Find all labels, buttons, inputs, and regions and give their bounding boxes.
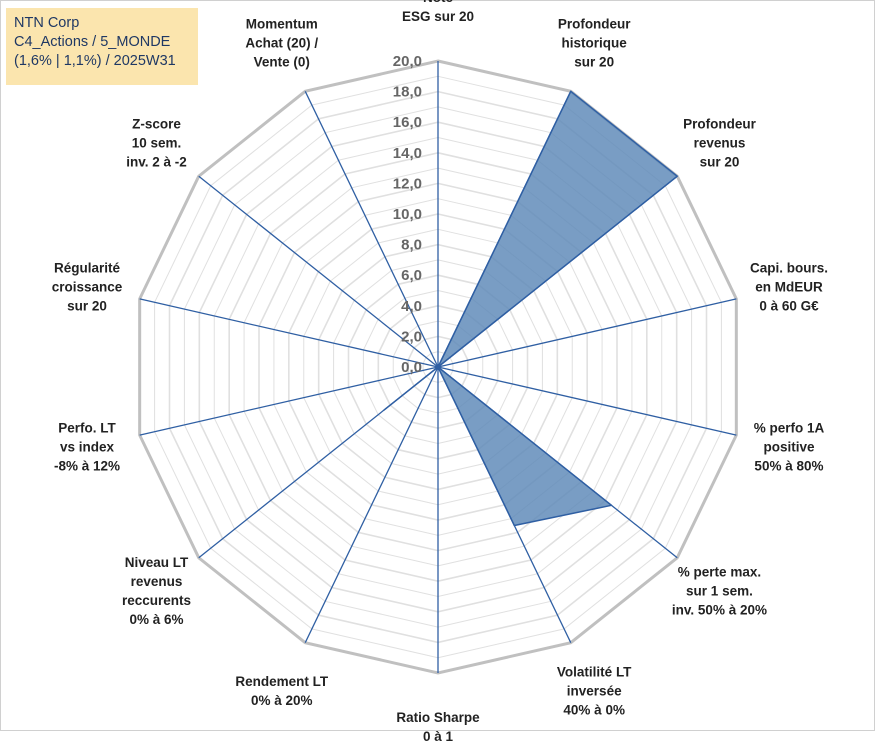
tick-label: 2,0 — [401, 328, 422, 345]
axis-label: Volatilité LT inversée 40% à 0% — [556, 664, 632, 718]
axis-spoke — [437, 298, 737, 368]
axis-label: Profondeur revenus sur 20 — [683, 116, 756, 170]
tick-label: 8,0 — [401, 237, 422, 254]
axis-label: Régularité croissance sur 20 — [51, 260, 123, 314]
title-period: (1,6% | 1,1%) / 2025W31 — [14, 53, 176, 69]
tick-label: 0,0 — [401, 359, 422, 376]
axis-spoke — [198, 175, 439, 368]
axis-label: % perte max. sur 1 sem. inv. 50% à 20% — [671, 564, 767, 618]
axis-spoke — [139, 298, 439, 368]
axis-spoke — [437, 366, 737, 436]
axis-label: Niveau LT revenus reccurents 0% à 6% — [122, 555, 192, 628]
axis-spoke — [139, 366, 439, 436]
tick-label: 10,0 — [393, 206, 422, 223]
axis-label: Perfo. LT vs index -8% à 12% — [53, 420, 121, 474]
tick-label: 20,0 — [393, 53, 422, 70]
radar-series — [383, 90, 678, 527]
tick-label: 16,0 — [393, 114, 422, 131]
series-area — [383, 90, 678, 527]
axis-label: Profondeur historique sur 20 — [557, 16, 631, 70]
tick-label: 14,0 — [393, 145, 422, 162]
axis-label: % perfo 1A positive 50% à 80% — [753, 420, 825, 474]
tick-label: 18,0 — [393, 84, 422, 101]
tick-label: 12,0 — [393, 175, 422, 192]
title-company: NTN Corp — [14, 15, 80, 31]
axis-label: Z-score 10 sem. inv. 2 à -2 — [126, 116, 187, 170]
axis-label: Ratio Sharpe 0 à 1 — [396, 710, 480, 744]
axis-label: Momentum Achat (20) / Vente (0) — [245, 16, 319, 70]
axis-label: NoteESG sur 20 — [401, 0, 475, 24]
axis-label: Capi. bours. en MdEUR 0 à 60 G€ — [749, 260, 828, 314]
axis-label: Rendement LT 0% à 20% — [235, 674, 329, 709]
axis-spoke — [304, 366, 439, 643]
tick-label: 4,0 — [401, 298, 422, 315]
radar-chart: 0,0 2,0 4,0 6,0 8,0 10,0 12,0 14,0 16,0 18,0 20,0 — [138, 53, 738, 675]
chart-title-box: NTN Corp C4_Actions / 5_MONDE (1,6% | 1,… — [6, 8, 198, 85]
axis-spoke — [304, 91, 439, 368]
tick-label: 6,0 — [401, 267, 422, 284]
title-category: C4_Actions / 5_MONDE — [14, 34, 171, 50]
radar-tick-labels: 0,0 2,0 4,0 6,0 8,0 10,0 12,0 14,0 16,0 18,0 20,0 — [393, 53, 422, 376]
